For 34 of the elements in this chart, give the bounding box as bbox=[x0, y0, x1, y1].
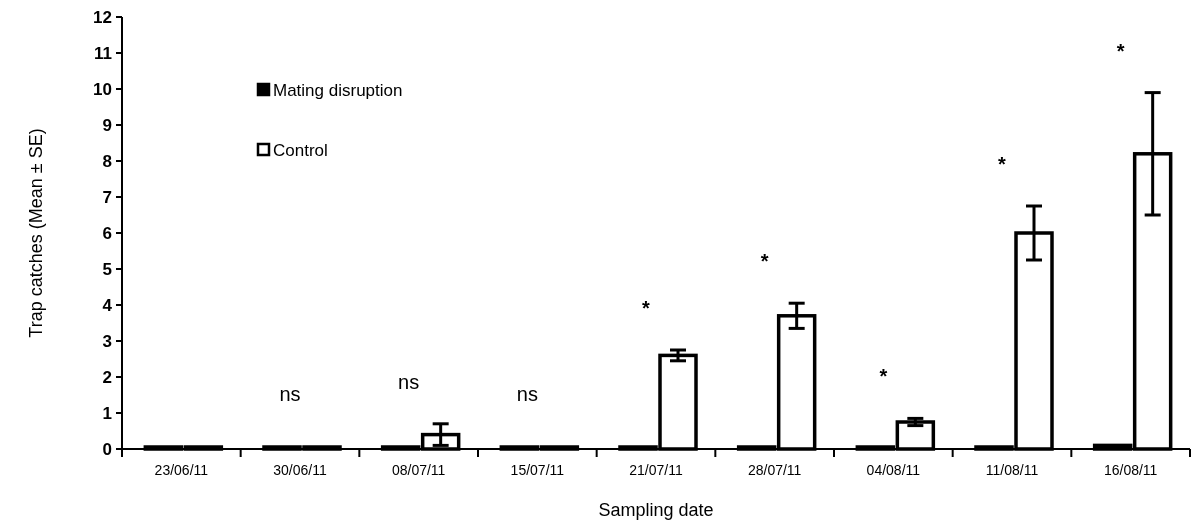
x-axis-title: Sampling date bbox=[598, 500, 714, 520]
x-tick-label: 23/06/11 bbox=[154, 462, 209, 478]
x-tick-label: 08/07/11 bbox=[391, 462, 446, 478]
y-tick-label: 12 bbox=[93, 7, 112, 27]
annotation: * bbox=[998, 153, 1007, 175]
x-tick-label: 11/08/11 bbox=[985, 462, 1039, 478]
annotation: * bbox=[760, 250, 769, 273]
y-tick-label: 9 bbox=[102, 115, 112, 135]
annotation: * bbox=[1116, 39, 1125, 62]
x-tick-label: 28/07/11 bbox=[747, 462, 802, 478]
x-tick-label: 30/06/11 bbox=[273, 462, 327, 478]
y-tick-label: 3 bbox=[102, 331, 112, 351]
annotation: ns bbox=[516, 383, 538, 405]
legend-label: Control bbox=[273, 140, 328, 160]
y-tick-label: 4 bbox=[102, 295, 113, 315]
legend-label: Mating disruption bbox=[273, 80, 403, 100]
y-axis-title: Trap catches (Mean ± SE) bbox=[26, 128, 46, 338]
y-tick-label: 5 bbox=[102, 259, 112, 279]
x-tick-label: 04/08/11 bbox=[866, 462, 921, 478]
annotation: * bbox=[642, 297, 651, 319]
x-tick-label: 16/08/11 bbox=[1103, 462, 1158, 478]
y-tick-label: 6 bbox=[102, 223, 112, 243]
x-tick-label: 21/07/11 bbox=[629, 462, 683, 478]
x-tick-label: 15/07/11 bbox=[510, 462, 565, 478]
y-tick-label: 1 bbox=[102, 403, 112, 423]
y-tick-label: 7 bbox=[102, 187, 112, 207]
y-tick-label: 0 bbox=[102, 439, 112, 459]
y-tick-label: 2 bbox=[102, 367, 112, 387]
annotation: * bbox=[879, 365, 888, 388]
annotation: ns bbox=[279, 383, 301, 405]
y-tick-label: 8 bbox=[102, 151, 112, 171]
annotation: ns bbox=[398, 370, 420, 393]
y-tick-label: 10 bbox=[93, 79, 112, 99]
y-tick-label: 11 bbox=[94, 43, 112, 63]
